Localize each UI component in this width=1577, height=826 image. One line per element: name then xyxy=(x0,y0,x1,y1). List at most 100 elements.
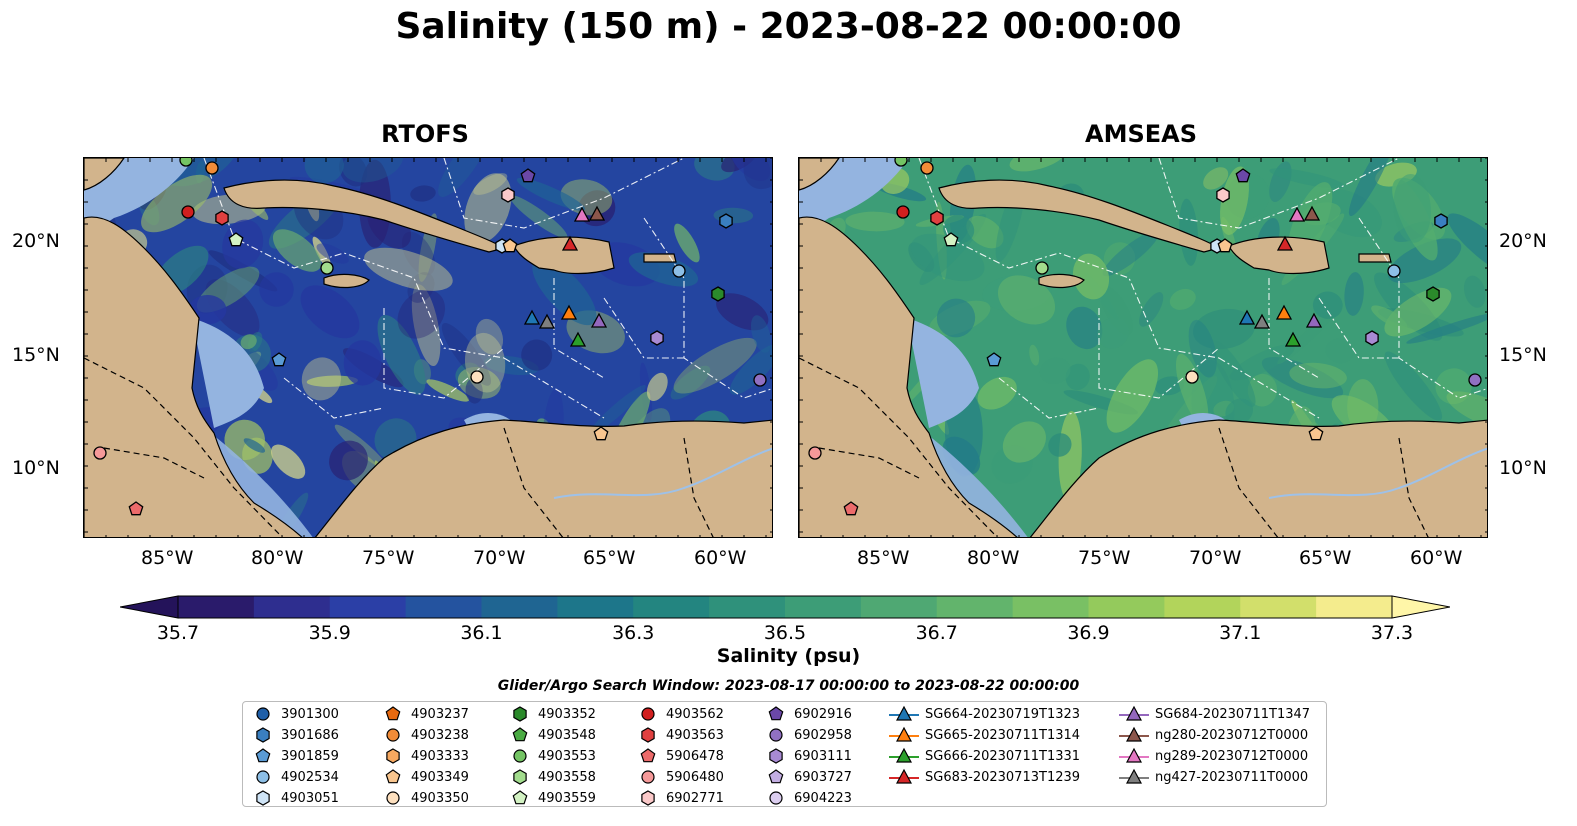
legend-marker xyxy=(385,706,401,721)
legend-item: 4903563 xyxy=(636,725,724,745)
legend-marker xyxy=(1119,747,1149,763)
legend-marker xyxy=(889,768,919,784)
legend-label: 3901859 xyxy=(281,748,339,764)
colorbar-tick-label: 36.5 xyxy=(763,622,807,644)
colorbar-tick-label: 35.9 xyxy=(308,622,351,644)
country-borders xyxy=(84,357,714,537)
legend-label: ng280-20230712T0000 xyxy=(1155,727,1309,743)
colorbar-segment xyxy=(709,596,786,618)
legend-label: SG683-20230713T1239 xyxy=(925,769,1081,785)
legend-label: 4903563 xyxy=(666,727,724,743)
legend-label: 4903238 xyxy=(411,727,469,743)
argo-marker xyxy=(719,213,733,229)
lon-tick-60w-left: 60°W xyxy=(694,547,747,569)
platform-legend: 3901300 3901686 3901859 4902534 4903051 49032… xyxy=(242,701,1327,807)
colorbar-segment xyxy=(329,596,407,618)
legend-label: SG684-20230711T1347 xyxy=(1155,706,1311,722)
legend-item: ng280-20230712T0000 xyxy=(1119,725,1308,745)
legend-label: ng289-20230712T0000 xyxy=(1155,748,1309,764)
legend-label: 6902958 xyxy=(794,727,852,743)
legend-marker xyxy=(641,727,655,743)
colorbar-tick-label: 37.3 xyxy=(1370,622,1414,644)
legend-item: 4903559 xyxy=(508,788,596,808)
argo-marker xyxy=(128,501,144,516)
colorbar-tick-label: 36.1 xyxy=(460,622,503,644)
legend-marker xyxy=(512,790,528,805)
argo-marker xyxy=(502,238,518,253)
search-window-text: Glider/Argo Search Window: 2023-08-17 00… xyxy=(497,678,1080,694)
lon-tick-65w-left: 65°W xyxy=(583,547,636,569)
legend-marker xyxy=(386,728,400,742)
legend-item: 4903352 xyxy=(508,704,596,724)
argo-marker xyxy=(1035,261,1049,275)
legend-label: 6904223 xyxy=(794,790,852,806)
legend-item: ng427-20230711T0000 xyxy=(1119,767,1308,787)
lat-tick-15n-right: 15°N xyxy=(1499,344,1547,366)
legend-label: 5906478 xyxy=(666,748,724,764)
colorbar-segment xyxy=(481,596,558,618)
argo-marker xyxy=(181,205,195,219)
legend-label: SG666-20230711T1331 xyxy=(925,748,1081,764)
amseas-salinity-map xyxy=(798,157,1488,538)
legend-marker xyxy=(889,747,919,763)
legend-label: SG664-20230719T1323 xyxy=(925,706,1081,722)
river xyxy=(553,447,772,499)
legend-item: 6904223 xyxy=(764,788,852,808)
legend-item: 4903238 xyxy=(381,725,469,745)
lon-tick-75w-left: 75°W xyxy=(362,547,415,569)
salinity-colorbar xyxy=(120,595,1450,619)
colorbar-segment xyxy=(253,596,331,618)
lon-tick-80w-left: 80°W xyxy=(251,547,304,569)
glider-marker xyxy=(590,312,608,328)
glider-marker xyxy=(1303,205,1321,221)
legend-item: SG666-20230711T1331 xyxy=(889,746,1080,766)
legend-item: 6902771 xyxy=(636,788,724,808)
legend-marker xyxy=(889,705,919,721)
legend-item: 6903111 xyxy=(764,746,852,766)
glider-marker xyxy=(523,309,541,325)
argo-marker xyxy=(1185,370,1199,384)
lon-tick-70w-left: 70°W xyxy=(473,547,526,569)
glider-marker xyxy=(573,206,591,222)
legend-marker xyxy=(255,748,271,763)
legend-marker xyxy=(256,707,270,721)
legend-marker xyxy=(512,727,528,742)
legend-item: SG683-20230713T1239 xyxy=(889,767,1080,787)
legend-item: 4903558 xyxy=(508,767,596,787)
colorbar-segment xyxy=(860,596,938,618)
glider-marker xyxy=(1276,235,1294,251)
legend-label: 4903349 xyxy=(411,769,469,785)
legend-label: 4903333 xyxy=(411,748,469,764)
glider-marker xyxy=(1238,309,1256,325)
colorbar-segment xyxy=(1316,596,1393,618)
legend-label: ng427-20230711T0000 xyxy=(1155,769,1309,785)
river xyxy=(1268,447,1487,499)
argo-marker xyxy=(1308,426,1324,441)
lat-tick-15n-left: 15°N xyxy=(12,344,60,366)
legend-label: 4903352 xyxy=(538,706,596,722)
argo-marker xyxy=(470,370,484,384)
argo-marker xyxy=(1235,168,1251,183)
legend-item: 4902534 xyxy=(251,767,339,787)
legend-item: 4903350 xyxy=(381,788,469,808)
lon-tick-60w-right: 60°W xyxy=(1410,547,1463,569)
legend-marker xyxy=(769,748,783,764)
colorbar-segment xyxy=(1012,596,1090,618)
legend-label: 4903553 xyxy=(538,748,596,764)
platform-markers xyxy=(93,158,767,516)
legend-marker xyxy=(768,706,784,721)
legend-marker xyxy=(1119,705,1149,721)
argo-marker xyxy=(520,168,536,183)
legend-marker xyxy=(256,727,270,743)
argo-marker xyxy=(930,210,944,226)
argo-marker xyxy=(1216,187,1230,203)
argo-marker xyxy=(1387,264,1401,278)
legend-label: 5906480 xyxy=(666,769,724,785)
lon-tick-70w-right: 70°W xyxy=(1189,547,1242,569)
legend-label: 4903350 xyxy=(411,790,469,806)
legend-marker xyxy=(641,790,655,806)
argo-marker xyxy=(894,158,908,167)
legend-label: 4902534 xyxy=(281,769,339,785)
legend-marker xyxy=(386,748,400,764)
legend-marker xyxy=(769,728,783,742)
